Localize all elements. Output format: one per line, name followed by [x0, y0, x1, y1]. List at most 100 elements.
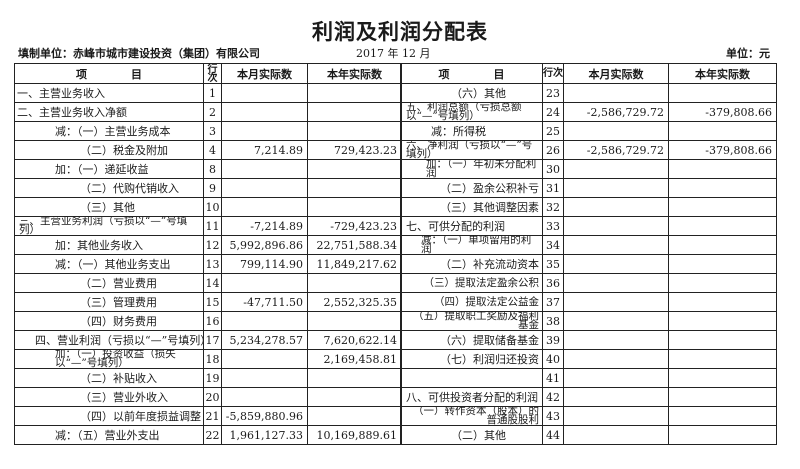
left-statement-table: 项 目 行次 本月实际数 本年实际数 一、主营业务收入 1 二、主营业务收入净额 2 减… [14, 63, 402, 445]
row-line-number: 32 [542, 197, 564, 217]
row-year-amount: 22,751,588.34 [307, 235, 402, 255]
row-item: （四）提取法定公益金 [400, 292, 543, 312]
row-year-amount: 2,552,325.35 [307, 292, 402, 312]
table-row: （二）其他 44 [400, 425, 777, 445]
row-line-number: 14 [203, 273, 222, 293]
row-year-amount [307, 159, 402, 179]
table-row: （三）营业外收入 20 [14, 387, 402, 407]
row-line-number: 4 [203, 140, 222, 160]
row-item: （二）盈余公积补亏 [400, 178, 543, 198]
row-item: 七、可供分配的利润 [400, 216, 543, 236]
row-month-amount: -47,711.50 [221, 292, 308, 312]
table-row: （三）其他调整因素 32 [400, 197, 777, 217]
row-item: （三）其他 [14, 197, 204, 217]
row-item: 加：其他业务收入 [14, 235, 204, 255]
row-item: （二）营业费用 [14, 273, 204, 293]
row-item: 一、主营业务收入 [14, 83, 204, 103]
row-year-amount [307, 121, 402, 141]
row-month-amount [221, 368, 308, 388]
row-item: 减：（一）单项留用的利润 [400, 235, 543, 255]
row-year-amount: -379,808.66 [668, 140, 777, 160]
header-year: 本年实际数 [307, 63, 402, 84]
table-row: 四、营业利润（亏损以“—”号填列） 17 5,234,278.57 7,620,622… [14, 330, 402, 350]
table-row: 减：所得税 25 [400, 121, 777, 141]
row-item: 四、营业利润（亏损以“—”号填列） [14, 330, 204, 350]
row-item: 加：（一）递延收益 [14, 159, 204, 179]
row-year-amount: -729,423.23 [307, 216, 402, 236]
row-line-number: 31 [542, 178, 564, 198]
row-year-amount [668, 273, 777, 293]
table-row: 加：其他业务收入 12 5,992,896.86 22,751,588.34 [14, 235, 402, 255]
row-month-amount: 5,992,896.86 [221, 235, 308, 255]
row-month-amount [563, 121, 669, 141]
table-row: （四）财务费用 16 [14, 311, 402, 331]
table-row: 五、利润总额（亏损总额以“—”号填列） 24 -2,586,729.72 -379,8… [400, 102, 777, 122]
row-month-amount [563, 406, 669, 426]
row-line-number: 11 [203, 216, 222, 236]
table-row: 一、主营业务收入 1 [14, 83, 402, 103]
header-line: 行次 [542, 63, 564, 84]
row-item: （五）提取职工奖励及福利基金 [400, 311, 543, 331]
row-month-amount: -2,586,729.72 [563, 102, 669, 122]
row-item: 六、净利润（亏损以“—”号填列） [400, 140, 543, 160]
table-row: （三）其他 10 [14, 197, 402, 217]
table-row: （四）提取法定公益金 37 [400, 292, 777, 312]
row-year-amount [307, 387, 402, 407]
row-month-amount [563, 197, 669, 217]
table-row: 二、主营业务收入净额 2 [14, 102, 402, 122]
row-year-amount [307, 273, 402, 293]
table-row: （一）转作资本（股本）的普通股股利 43 [400, 406, 777, 426]
row-item [400, 368, 543, 388]
row-line-number: 34 [542, 235, 564, 255]
row-year-amount [307, 406, 402, 426]
row-month-amount [563, 254, 669, 274]
reporting-entity: 填制单位：赤峰市城市建设投资（集团）有限公司 [18, 47, 260, 60]
row-line-number: 8 [203, 159, 222, 179]
row-item: 减：（一）其他业务支出 [14, 254, 204, 274]
table-row: （二）税金及附加 4 7,214.89 729,423.23 [14, 140, 402, 160]
row-month-amount [221, 178, 308, 198]
row-month-amount [563, 311, 669, 331]
row-line-number: 17 [203, 330, 222, 350]
row-item: 加：（一）投资收益（损失以“—”号填列） [14, 349, 204, 369]
row-year-amount: 11,849,217.62 [307, 254, 402, 274]
row-line-number: 15 [203, 292, 222, 312]
row-year-amount [668, 330, 777, 350]
row-year-amount [307, 197, 402, 217]
table-row: 减：（一）其他业务支出 13 799,114.90 11,849,217.62 [14, 254, 402, 274]
row-month-amount [221, 387, 308, 407]
table-row: 七、可供分配的利润 33 [400, 216, 777, 236]
row-line-number: 18 [203, 349, 222, 369]
row-year-amount [307, 102, 402, 122]
row-month-amount: 799,114.90 [221, 254, 308, 274]
row-month-amount [563, 349, 669, 369]
row-item: （二）其他 [400, 425, 543, 445]
row-year-amount: 2,169,458.81 [307, 349, 402, 369]
header-row: 项 目 行次 本月实际数 本年实际数 [400, 63, 777, 84]
table-row: 三、主营业务利润（亏损以“—”号填列） 11 -7,214.89 -729,423.2… [14, 216, 402, 236]
row-item: （二）补充流动资本 [400, 254, 543, 274]
row-line-number: 1 [203, 83, 222, 103]
row-line-number: 26 [542, 140, 564, 160]
row-line-number: 42 [542, 387, 564, 407]
row-month-amount [563, 292, 669, 312]
row-year-amount [668, 387, 777, 407]
row-item: （三）其他调整因素 [400, 197, 543, 217]
row-item: 减：所得税 [400, 121, 543, 141]
row-year-amount [668, 159, 777, 179]
table-row: （七）利润归还投资 40 [400, 349, 777, 369]
row-month-amount: -2,586,729.72 [563, 140, 669, 160]
row-month-amount [563, 387, 669, 407]
table-row: （六）提取储备基金 39 [400, 330, 777, 350]
row-year-amount [307, 83, 402, 103]
row-year-amount [668, 292, 777, 312]
row-item: （七）利润归还投资 [400, 349, 543, 369]
row-month-amount [221, 273, 308, 293]
header-month: 本月实际数 [563, 63, 669, 84]
row-item: （三）提取法定盈余公积 [400, 273, 543, 293]
row-line-number: 2 [203, 102, 222, 122]
header-line: 行次 [203, 63, 222, 84]
row-line-number: 12 [203, 235, 222, 255]
table-row: 六、净利润（亏损以“—”号填列） 26 -2,586,729.72 -379,808.… [400, 140, 777, 160]
row-month-amount: -7,214.89 [221, 216, 308, 236]
